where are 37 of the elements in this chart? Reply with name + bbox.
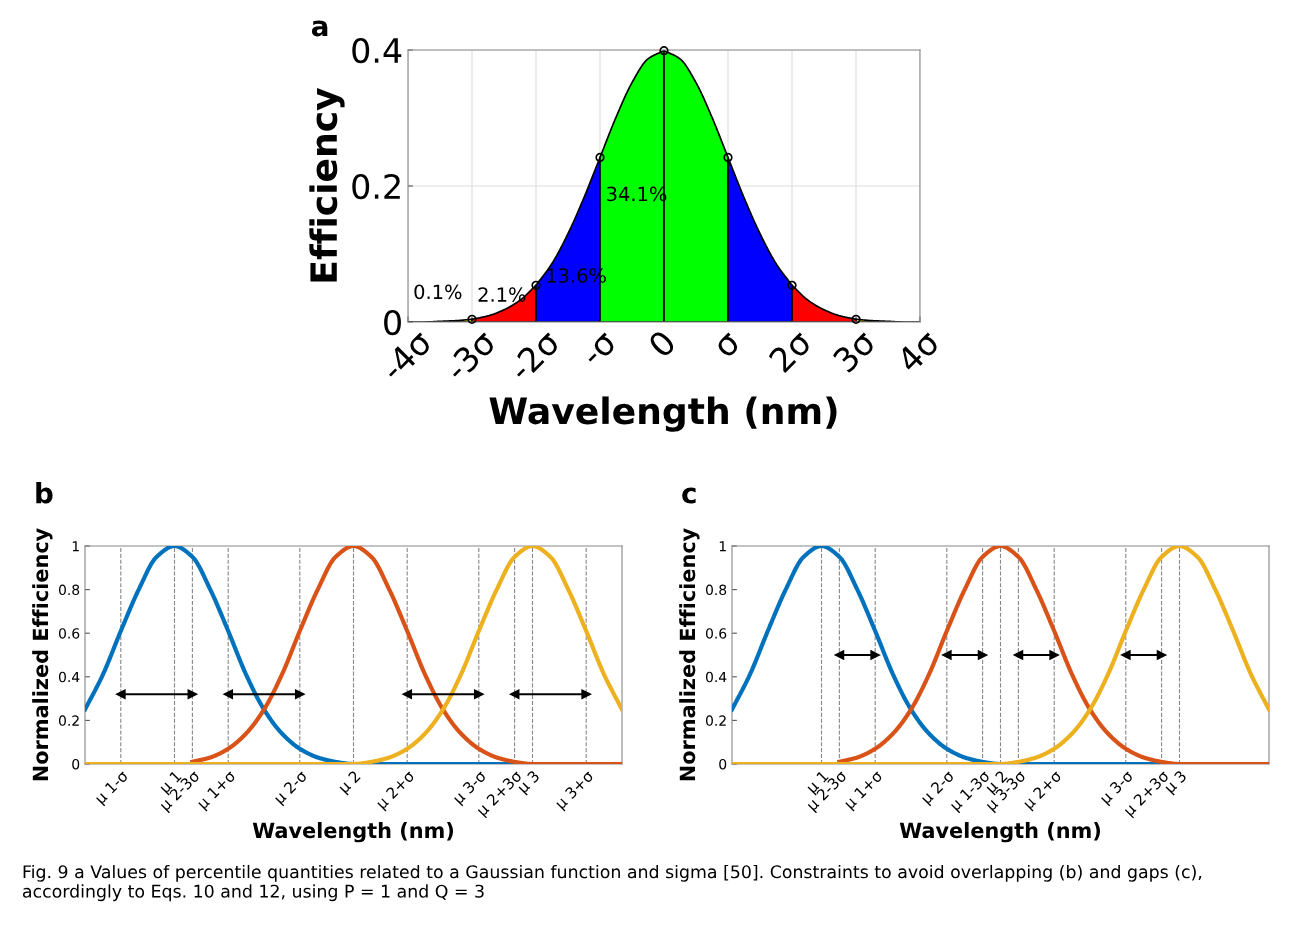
y-tick-label: 1 bbox=[72, 541, 79, 552]
y-tick-label: 0 bbox=[719, 758, 727, 770]
y-axis-title: Normalized Efficiency bbox=[679, 528, 700, 781]
x-tick-label: σ bbox=[715, 332, 742, 359]
x-axis-title: Wavelength (nm) bbox=[899, 822, 1101, 843]
y-tick-label: 0.2 bbox=[58, 715, 79, 726]
y-axis-title: Efficiency bbox=[309, 87, 345, 282]
chart-title: c bbox=[682, 487, 696, 504]
x-tick-label: -σ bbox=[583, 332, 618, 368]
x-tick-label: μ 1-σ bbox=[94, 769, 131, 807]
annotation: 0.1% bbox=[414, 284, 462, 300]
y-tick-label: 0.6 bbox=[58, 628, 80, 639]
x-tick-label: 3σ bbox=[831, 327, 878, 374]
x-tick-label: μ 2 bbox=[337, 770, 363, 796]
chart-title: b bbox=[36, 482, 53, 504]
y-tick-label: 0.4 bbox=[58, 671, 80, 683]
x-tick-label: μ 2-σ bbox=[272, 769, 310, 807]
y-tick-label: 0.4 bbox=[352, 37, 402, 64]
y-tick-label: 0 bbox=[72, 758, 80, 770]
x-axis-title: Wavelength (nm) bbox=[489, 396, 837, 432]
y-tick-label: 0.4 bbox=[705, 671, 727, 683]
x-tick-label: 2σ bbox=[767, 327, 814, 374]
y-tick-label: 0.8 bbox=[58, 584, 80, 596]
y-tick-label: 0.8 bbox=[705, 584, 727, 596]
y-tick-label: 0.2 bbox=[705, 715, 726, 726]
x-tick-label: -2σ bbox=[506, 327, 562, 383]
x-tick-label: -3σ bbox=[442, 327, 498, 383]
x-tick-label: 0 bbox=[647, 328, 677, 359]
x-axis-title: Wavelength (nm) bbox=[252, 822, 454, 843]
caption: Fig. 9 a Values of percentile quantities related to a Gaussian function and sigma [50]. Constraints to avoid overlapping (b) and gaps (c), accordingly to Eqs. 10 and 12, using P = 1 and Q = 3 bbox=[22, 864, 1202, 902]
x-tick-label: 4σ bbox=[895, 328, 942, 374]
y-axis-title: Normalized Efficiency bbox=[32, 528, 53, 781]
chart-title: a bbox=[311, 20, 328, 37]
y-tick-label: 1 bbox=[719, 541, 726, 552]
y-tick-label: 0.2 bbox=[352, 173, 400, 200]
annotation: 2.1% bbox=[478, 287, 526, 302]
y-tick-label: 0.6 bbox=[705, 628, 727, 639]
